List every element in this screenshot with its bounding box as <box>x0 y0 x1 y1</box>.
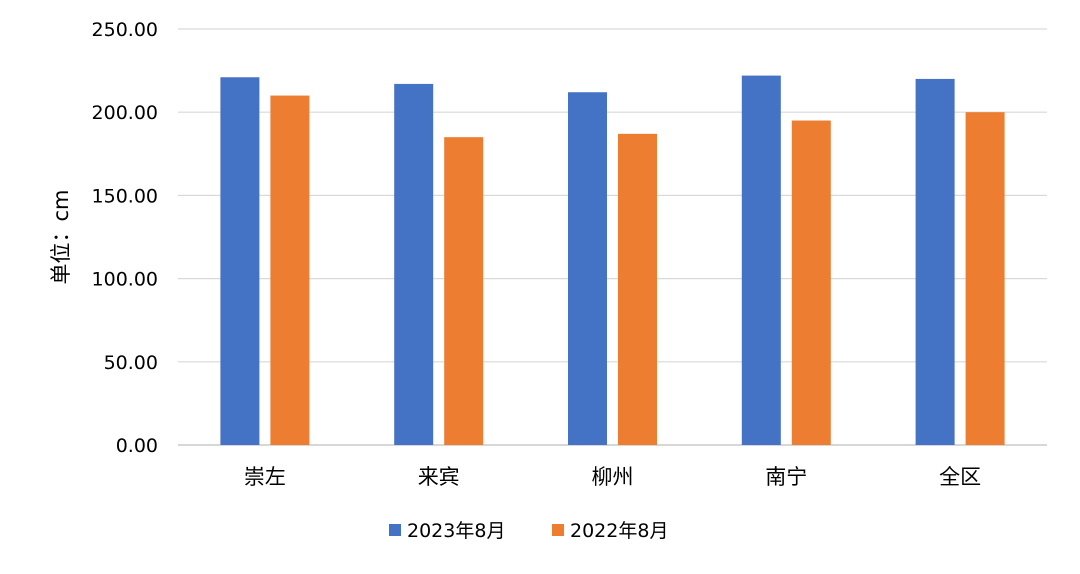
legend-swatch <box>552 524 564 536</box>
x-category-label: 柳州 <box>592 465 634 489</box>
bar <box>568 92 607 446</box>
legend-swatch <box>389 524 401 536</box>
y-tick-label: 0.00 <box>116 435 158 457</box>
legend-label: 2022年8月 <box>570 520 668 542</box>
bar <box>618 133 657 445</box>
gridlines <box>178 28 1047 446</box>
bars <box>220 75 1005 446</box>
x-category-label: 全区 <box>939 465 981 489</box>
y-tick-label: 150.00 <box>92 185 158 207</box>
bar <box>270 95 310 445</box>
x-category-label: 来宾 <box>418 465 460 489</box>
y-tick-label: 200.00 <box>92 102 158 124</box>
bar <box>791 120 831 446</box>
x-category-label: 崇左 <box>244 465 286 489</box>
y-axis-ticks: 0.00 50.00 100.00 150.00 200.00 250.00 <box>92 19 158 457</box>
bar <box>965 112 1005 445</box>
x-category-label: 南宁 <box>765 465 807 489</box>
y-tick-label: 100.00 <box>92 269 158 291</box>
y-axis-title: 单位：cm <box>49 189 73 284</box>
bar <box>741 75 781 445</box>
legend: 2023年8月 2022年8月 <box>389 520 668 542</box>
bar <box>915 78 955 446</box>
legend-label: 2023年8月 <box>407 520 505 542</box>
bar <box>394 83 434 446</box>
y-tick-label: 50.00 <box>104 352 158 374</box>
bar <box>220 77 260 446</box>
x-axis-categories: 崇左 来宾 柳州 南宁 全区 <box>244 465 981 489</box>
y-tick-label: 250.00 <box>92 19 158 41</box>
bar <box>444 137 484 445</box>
